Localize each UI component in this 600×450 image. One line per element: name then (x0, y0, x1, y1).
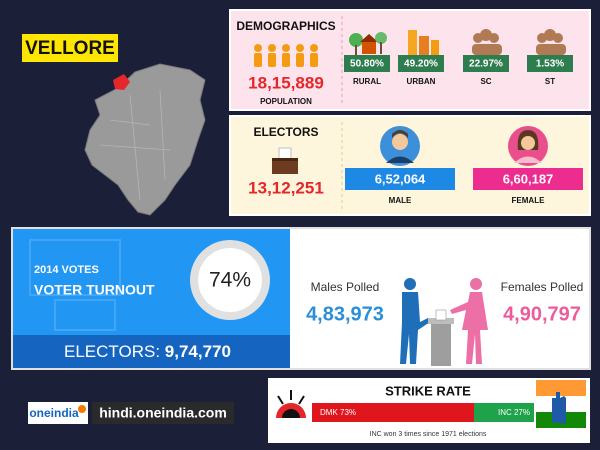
electors-line: ELECTORS: 9,74,770 (64, 342, 231, 361)
state-map (84, 63, 206, 216)
percent-badge (398, 55, 444, 72)
males-polled-value: 4,83,973 (306, 303, 384, 325)
inc-bar (474, 403, 534, 422)
percent-badge (463, 55, 509, 72)
district-box (22, 34, 118, 62)
strike-rate-note: INC won 3 times since 1971 elections (370, 431, 487, 438)
male-electors: 6,52,064 (375, 171, 426, 186)
electors-total: 13,12,251 (248, 178, 324, 197)
percent-badge (344, 55, 390, 72)
group-percent: 1.53% (536, 59, 564, 70)
male-label: MALE (389, 196, 412, 205)
males-polled-label: Males Polled (311, 280, 380, 294)
urban-icon (408, 30, 439, 55)
female-label: FEMALE (512, 196, 546, 205)
male-badge (345, 168, 455, 190)
group-label: RURAL (353, 77, 381, 86)
female-icon (508, 126, 548, 166)
ballot-icon (272, 147, 298, 174)
site: hindi.oneindia.com (99, 405, 227, 421)
brand-box (28, 402, 88, 424)
dmk-rate: DMK 73% (320, 408, 356, 417)
percent-badge (527, 55, 573, 72)
female-electors: 6,60,187 (503, 171, 554, 186)
map-borders (99, 89, 171, 201)
group-label: SC (480, 77, 491, 86)
population-value: 18,15,889 (248, 73, 324, 92)
district-name: VELLORE (25, 38, 115, 59)
dmk-symbol (272, 384, 310, 422)
brand: oneindia (29, 406, 79, 420)
dmk-bar (312, 403, 474, 422)
sc-icon (472, 29, 502, 55)
electors-label: ELECTORS: (64, 342, 160, 361)
district-highlight (113, 74, 130, 90)
group-percent: 50.80% (350, 59, 384, 70)
electors-strip (13, 335, 290, 368)
brand-dot (78, 405, 86, 413)
inc-rate: INC 27% (498, 408, 530, 417)
male-icon (380, 126, 420, 166)
group-percent: 22.97% (469, 59, 503, 70)
turnout-title: VOTER TURNOUT (34, 282, 155, 298)
turnout-percent: 74% (209, 269, 251, 292)
st-icon (536, 29, 566, 55)
section-title: ELECTORS (253, 125, 318, 139)
female-badge (473, 168, 583, 190)
group-label: ST (545, 77, 555, 86)
ballot-box (428, 309, 454, 366)
electors-value: 9,74,770 (165, 342, 231, 361)
section-title: DEMOGRAPHICS (236, 19, 335, 33)
male-voter (400, 278, 430, 364)
group-percent: 49.20% (404, 59, 438, 70)
female-voter (450, 278, 488, 364)
inc-symbol (536, 380, 586, 428)
females-polled-value: 4,90,797 (503, 303, 581, 325)
population-label: POPULATION (260, 97, 312, 106)
strike-rate-title: STRIKE RATE (385, 383, 471, 398)
group-label: URBAN (407, 77, 436, 86)
year-label: 2014 VOTES (34, 264, 99, 276)
rural-icon (349, 32, 387, 55)
watermark-icon (29, 239, 121, 331)
site-box (92, 402, 234, 424)
population-icon (254, 44, 318, 67)
turnout-disc (198, 248, 262, 312)
females-polled-label: Females Polled (501, 280, 584, 294)
